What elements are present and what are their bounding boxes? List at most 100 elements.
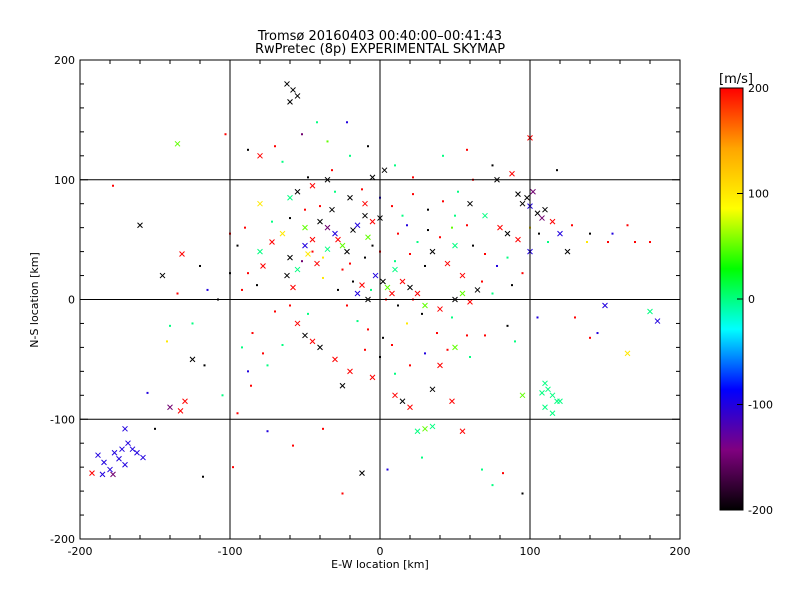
data-point-cross [260, 263, 266, 269]
data-point-dot [386, 468, 389, 471]
data-point-dot [481, 280, 483, 283]
data-point-dot [496, 264, 498, 267]
data-point-cross [549, 218, 556, 225]
data-point-cross [284, 81, 290, 87]
data-point-dot [370, 288, 372, 291]
data-point-dot [271, 220, 273, 223]
data-point-dot [421, 312, 423, 315]
data-point-dot [176, 292, 179, 295]
data-point-dot [506, 324, 509, 327]
data-point-cross [257, 152, 263, 159]
data-point-dot [506, 256, 509, 259]
data-point-cross [317, 218, 323, 225]
data-point-cross [647, 308, 653, 315]
data-point-dot [274, 145, 276, 148]
data-point-cross [504, 230, 511, 237]
data-point-dot [364, 348, 366, 351]
data-point-cross [482, 212, 488, 219]
data-point-cross [179, 251, 185, 257]
data-point-dot [416, 241, 419, 244]
data-point-dot [409, 252, 411, 255]
data-point-dot [556, 169, 558, 172]
data-point-dot [341, 268, 344, 271]
data-point-cross [549, 392, 556, 399]
data-point-cross [381, 167, 388, 174]
data-point-dot [367, 145, 369, 148]
data-point-dot [511, 284, 513, 287]
data-point-dot [346, 304, 348, 307]
data-point-cross [309, 182, 316, 189]
data-point-cross [362, 212, 368, 219]
y-axis-label: N-S location [km] [28, 252, 41, 348]
data-point-dot [589, 336, 591, 339]
data-point-dot [322, 276, 324, 279]
colorbar-tick-label: -100 [748, 399, 773, 412]
data-point-cross [314, 260, 320, 267]
data-point-cross [429, 423, 436, 430]
data-point-cross [449, 398, 455, 405]
data-point-dot [442, 200, 444, 203]
data-point-cross [122, 425, 128, 432]
data-point-cross [335, 236, 341, 243]
data-point-cross [459, 290, 466, 297]
data-point-cross [287, 254, 293, 261]
data-point-cross [116, 455, 122, 462]
data-point-cross [269, 239, 275, 245]
colorbar-tick-label: 0 [748, 293, 755, 306]
data-point-dot [427, 229, 429, 232]
data-point-cross [497, 224, 503, 231]
data-point-cross [542, 380, 548, 387]
x-axis: -200 -100 0 100 200 [68, 60, 691, 558]
data-point-dot [199, 264, 201, 267]
data-point-dot [421, 456, 423, 459]
data-point-cross [174, 140, 181, 147]
data-point-cross [530, 188, 536, 195]
data-point-dot [304, 208, 306, 211]
data-point-dot [311, 250, 314, 253]
data-point-dot [391, 205, 393, 208]
data-point-cross [339, 242, 346, 249]
data-point-cross [344, 248, 350, 255]
data-point-cross [474, 287, 481, 293]
data-point-cross [380, 278, 386, 285]
data-point-dot [244, 226, 246, 229]
data-point-dot [466, 148, 468, 151]
data-point-cross [429, 248, 436, 255]
data-point-dot [439, 236, 441, 239]
chart-title: Tromsø 20160403 00:40:00–00:41:43 [257, 29, 502, 44]
data-point-cross [422, 302, 428, 309]
data-point-dot [256, 284, 258, 287]
data-point-cross [257, 248, 263, 255]
data-point-dot [203, 364, 206, 367]
data-point-cross [602, 302, 608, 309]
data-point-cross [369, 218, 376, 225]
data-point-dot [424, 264, 426, 267]
data-point-dot [274, 310, 276, 313]
data-point-cross [524, 194, 530, 201]
colorbar-label: [m/s] [719, 72, 753, 87]
data-point-dot [412, 193, 414, 196]
data-point-dot [649, 241, 651, 244]
data-point-dot [547, 241, 549, 244]
data-point-dot [301, 260, 303, 263]
data-point-dot [316, 121, 318, 124]
data-point-dot [446, 348, 449, 351]
data-point-dot [596, 332, 599, 335]
data-point-dot [607, 241, 609, 244]
data-point-cross [557, 230, 563, 237]
data-point-cross [509, 170, 515, 177]
data-point-cross [95, 452, 101, 459]
data-point-cross [359, 470, 365, 476]
data-point-cross [542, 206, 548, 213]
data-point-cross [329, 206, 335, 213]
data-point-cross [539, 390, 545, 396]
data-point-dot [224, 133, 227, 136]
data-point-cross [119, 446, 125, 453]
data-point-cross [467, 299, 473, 305]
data-point-cross [284, 272, 290, 279]
y-tick-label: -200 [50, 533, 75, 546]
data-point-dot [397, 232, 399, 235]
data-point-dot [169, 324, 171, 327]
data-point-cross [422, 425, 428, 432]
data-point-dot [247, 148, 249, 151]
